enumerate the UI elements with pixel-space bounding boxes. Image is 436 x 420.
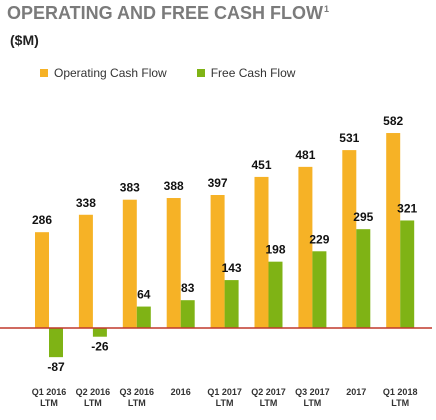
category-label-line: LTM xyxy=(260,398,278,408)
category-label-line: Q1 2016 xyxy=(32,387,67,397)
bar-free-3 xyxy=(180,300,195,328)
category-label-line: LTM xyxy=(303,398,321,408)
category-label-line: Q2 2017 xyxy=(251,387,286,397)
label-free-3: 83 xyxy=(181,281,195,295)
chart-title: OPERATING AND FREE CASH FLOW1 xyxy=(7,3,330,23)
category-label-line: LTM xyxy=(40,398,58,408)
label-free-5: 198 xyxy=(265,243,285,257)
unit-label: ($M) xyxy=(10,32,39,48)
category-label-line: LTM xyxy=(84,398,102,408)
label-free-6: 229 xyxy=(309,232,329,246)
label-operating-7: 531 xyxy=(339,131,359,145)
bar-free-6 xyxy=(312,251,327,328)
bar-free-1 xyxy=(92,328,107,337)
category-label-6: Q3 2017 LTM xyxy=(295,387,330,408)
legend-item-operating: Operating Cash Flow xyxy=(40,66,167,80)
category-label-3: 2016 xyxy=(171,387,191,397)
category-label-line: LTM xyxy=(128,398,146,408)
bar-operating-8 xyxy=(386,133,401,328)
bar-operating-5 xyxy=(254,176,269,328)
label-free-2: 64 xyxy=(137,288,151,302)
category-label-line: Q2 2016 xyxy=(76,387,111,397)
category-label-8: Q1 2018 LTM xyxy=(383,387,418,408)
label-operating-0: 286 xyxy=(32,213,52,227)
category-label-line: 2017 xyxy=(346,387,366,397)
title-footnote: 1 xyxy=(324,4,330,14)
legend-item-free: Free Cash Flow xyxy=(196,66,296,80)
bar-operating-3 xyxy=(166,198,181,328)
bar-operating-0 xyxy=(35,232,49,328)
category-label-line: LTM xyxy=(216,398,234,408)
bar-operating-7 xyxy=(342,150,357,328)
label-operating-1: 338 xyxy=(76,196,96,210)
bar-free-5 xyxy=(268,261,283,328)
label-free-7: 295 xyxy=(353,210,373,224)
label-operating-4: 397 xyxy=(208,176,228,190)
label-free-8: 321 xyxy=(397,201,417,215)
bar-operating-2 xyxy=(122,199,137,328)
legend-swatch-free xyxy=(196,69,205,77)
category-label-line: LTM xyxy=(391,398,409,408)
bar-free-0 xyxy=(49,328,63,358)
bar-operating-4 xyxy=(210,195,225,328)
category-label-5: Q2 2017 LTM xyxy=(251,387,286,408)
category-label-1: Q2 2016 LTM xyxy=(76,387,111,408)
label-operating-3: 388 xyxy=(164,179,184,193)
category-label-line: Q1 2018 xyxy=(383,387,418,397)
label-operating-6: 481 xyxy=(295,148,315,162)
label-free-4: 143 xyxy=(222,261,242,275)
category-label-0: Q1 2016 LTM xyxy=(32,387,67,408)
category-label-line: Q3 2016 xyxy=(120,387,155,397)
bar-operating-6 xyxy=(298,166,313,328)
category-label-7: 2017 xyxy=(346,387,366,397)
category-label-line: 2016 xyxy=(171,387,191,397)
bar-free-2 xyxy=(136,306,151,328)
label-free-1: -26 xyxy=(91,340,109,354)
legend-label-free: Free Cash Flow xyxy=(210,66,296,80)
category-label-2: Q3 2016 LTM xyxy=(120,387,155,408)
bar-free-4 xyxy=(224,280,239,328)
category-label-line: Q3 2017 xyxy=(295,387,330,397)
legend-label-operating: Operating Cash Flow xyxy=(54,66,167,80)
bar-free-7 xyxy=(356,229,371,328)
label-free-0: -87 xyxy=(47,360,65,374)
category-label-line: Q1 2017 xyxy=(207,387,242,397)
label-operating-2: 383 xyxy=(120,181,140,195)
bar-free-8 xyxy=(400,220,415,328)
label-operating-8: 582 xyxy=(383,114,403,128)
label-operating-5: 451 xyxy=(251,158,271,172)
category-label-4: Q1 2017 LTM xyxy=(207,387,242,408)
legend: Operating Cash Flow Free Cash Flow xyxy=(40,66,325,80)
legend-swatch-operating xyxy=(40,69,48,77)
bar-operating-1 xyxy=(78,214,93,328)
